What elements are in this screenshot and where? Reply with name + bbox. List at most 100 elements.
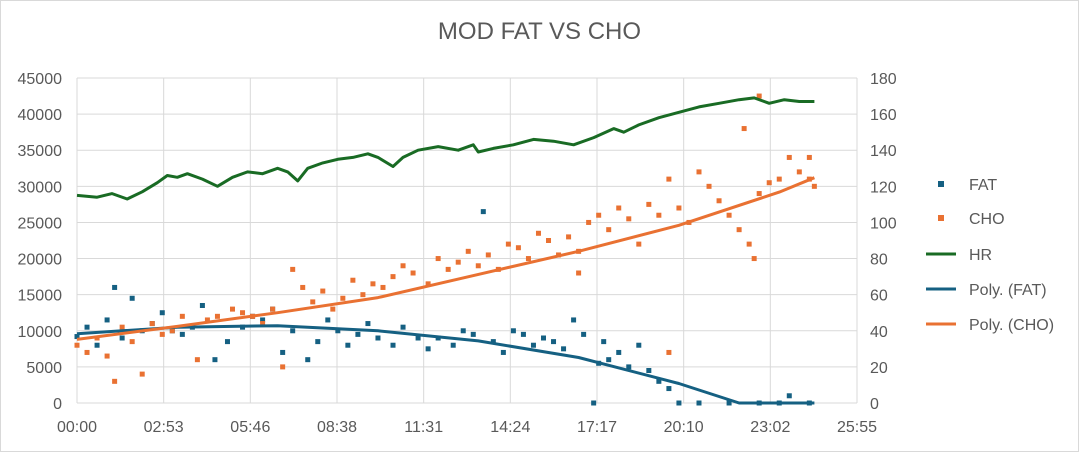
fat-point: [530, 342, 536, 348]
y-left-tick-label: 45000: [18, 71, 63, 88]
fat-point: [591, 400, 597, 406]
cho-point: [515, 245, 521, 251]
x-tick-label: 20:10: [664, 419, 704, 436]
hr-line: [76, 96, 815, 201]
y-right-tick-label: 180: [870, 71, 897, 88]
fat-point: [355, 331, 361, 337]
fat-point: [460, 328, 466, 334]
cho-point: [400, 263, 406, 269]
y-right-tick-label: 0: [870, 396, 879, 413]
fat-point: [601, 339, 607, 345]
cho-point: [229, 306, 235, 312]
fat-point: [726, 400, 732, 406]
x-tick-label: 23:02: [750, 419, 790, 436]
fat-point: [696, 400, 702, 406]
x-tick-label: 11:31: [404, 419, 443, 436]
fat-point: [540, 335, 546, 341]
cho-point: [260, 321, 266, 327]
cho-point: [546, 238, 552, 243]
cho-point: [736, 227, 742, 233]
y-left-tick-label: 35000: [18, 143, 63, 160]
fat-point: [104, 317, 110, 323]
cho-point: [676, 205, 682, 211]
cho-point: [465, 248, 471, 254]
y-right-tick-label: 20: [870, 360, 888, 377]
cho-point: [455, 259, 461, 265]
cho-point: [149, 321, 155, 327]
cho-point: [485, 252, 491, 258]
fat-point: [315, 339, 321, 345]
cho-point: [746, 241, 752, 247]
fat-point: [280, 349, 286, 355]
cho-point: [616, 205, 622, 211]
cho-point: [194, 357, 200, 363]
cho-point: [425, 281, 431, 287]
legend-marker: [938, 215, 944, 221]
y-left-tick-label: 40000: [18, 107, 63, 124]
fat-point: [129, 295, 135, 301]
fat-point: [626, 364, 632, 370]
cho-point: [410, 270, 416, 276]
y-right-tick-label: 60: [870, 288, 888, 305]
x-tick-label: 05:46: [230, 419, 270, 436]
fat-point: [112, 284, 118, 290]
x-tick-label: 17:17: [577, 419, 617, 436]
cho-point: [646, 201, 652, 207]
fat-point: [450, 342, 456, 348]
series-poly-fat: [76, 324, 815, 405]
fat-point: [656, 378, 662, 384]
cho-point: [796, 169, 802, 175]
y-right-tick-label: 160: [870, 107, 897, 124]
fat-point: [305, 357, 311, 363]
cho-point: [806, 154, 812, 160]
y-left-tick-label: 20000: [18, 252, 63, 269]
y-left-tick-label: 15000: [18, 288, 63, 305]
cho-point: [159, 331, 165, 337]
y-right-tick-label: 40: [870, 324, 888, 341]
fat-point: [260, 317, 266, 323]
cho-point: [74, 342, 80, 348]
fat-point: [119, 335, 125, 341]
y-right-tick-label: 120: [870, 179, 897, 196]
cho-point: [390, 274, 396, 280]
cho-point: [340, 295, 346, 301]
fat-point: [365, 321, 371, 327]
fat-point: [224, 339, 230, 345]
cho-point: [112, 378, 118, 384]
series-cho: [74, 93, 817, 384]
legend-label: CHO: [969, 211, 1005, 228]
legend-label: Poly. (CHO): [969, 317, 1054, 334]
cho-point: [596, 212, 602, 218]
fat-point: [290, 328, 296, 334]
fat-point: [676, 400, 682, 406]
fat-point: [480, 209, 486, 215]
fat-point: [94, 342, 100, 348]
cho-point: [586, 219, 592, 225]
fat-point: [74, 334, 80, 340]
y-left-tick-label: 25000: [18, 215, 63, 232]
cho-point: [811, 183, 817, 189]
cho-point: [139, 371, 145, 377]
cho-point: [214, 313, 220, 319]
fat-point: [179, 331, 185, 337]
series-hr: [76, 96, 815, 201]
fat-point: [425, 346, 431, 352]
series-fat: [74, 209, 812, 406]
cho-point: [129, 339, 135, 345]
fat-point: [520, 331, 526, 337]
legend-label: HR: [969, 247, 992, 264]
cho-point: [300, 284, 306, 290]
cho-point: [566, 234, 572, 240]
legend-marker: [938, 181, 944, 187]
gridlines: [76, 77, 858, 404]
cho-point: [696, 169, 702, 175]
fat-point: [551, 339, 557, 345]
trendline: [76, 176, 815, 341]
cho-point: [766, 180, 772, 186]
fat-point: [561, 346, 567, 352]
cho-point: [330, 306, 336, 312]
cho-point: [204, 317, 210, 323]
fat-point: [470, 331, 476, 337]
y-left-tick-label: 10000: [18, 324, 63, 341]
